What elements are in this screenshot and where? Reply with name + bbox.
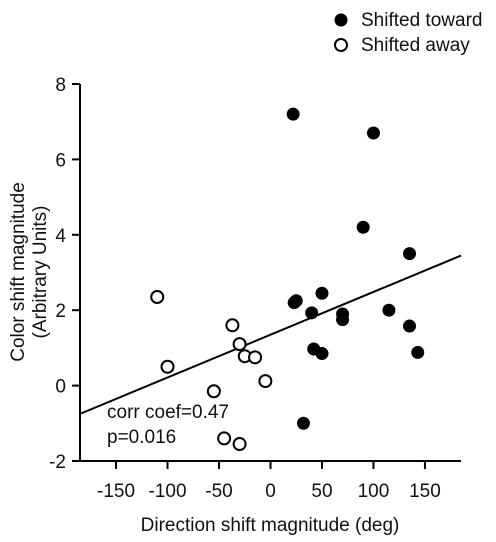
legend: Shifted toward Shifted away bbox=[334, 10, 482, 56]
x-tick-label: 50 bbox=[311, 481, 332, 502]
y-axis-subtitle: (Arbitrary Units) bbox=[30, 205, 51, 338]
data-point-shifted-away bbox=[225, 318, 240, 333]
data-point-shifted-toward bbox=[286, 107, 300, 121]
data-point-shifted-away bbox=[206, 384, 221, 399]
data-point-shifted-toward bbox=[403, 247, 417, 261]
data-point-shifted-away bbox=[217, 431, 232, 446]
legend-marker-shifted-away bbox=[334, 38, 348, 52]
x-axis-title: Direction shift magnitude (deg) bbox=[141, 515, 400, 536]
x-tick-label: -150 bbox=[97, 481, 135, 502]
x-tick-label: -100 bbox=[149, 481, 187, 502]
x-tick-label: 100 bbox=[358, 481, 390, 502]
data-point-shifted-toward bbox=[315, 286, 329, 300]
data-point-shifted-toward bbox=[411, 345, 425, 359]
x-ticks: -150 -100 -50 0 50 100 150 bbox=[97, 461, 441, 502]
data-point-shifted-away bbox=[248, 350, 263, 365]
legend-label-shifted-toward: Shifted toward bbox=[361, 10, 482, 31]
data-point-shifted-toward bbox=[315, 347, 329, 361]
regression-line bbox=[79, 254, 462, 415]
y-tick-label: -2 bbox=[49, 452, 66, 473]
y-tick-label: 0 bbox=[55, 377, 66, 398]
x-tick-label: -50 bbox=[205, 481, 232, 502]
data-point-shifted-toward bbox=[366, 126, 380, 140]
y-tick-label: 2 bbox=[55, 301, 66, 322]
y-axis-title: Color shift magnitude bbox=[8, 182, 29, 362]
y-tick-label: 6 bbox=[55, 150, 66, 171]
data-point-shifted-toward bbox=[305, 306, 319, 320]
y-tick-label: 8 bbox=[55, 75, 66, 96]
x-tick-label: 0 bbox=[265, 481, 276, 502]
legend-marker-shifted-toward bbox=[334, 13, 348, 27]
data-point-shifted-toward bbox=[382, 303, 396, 317]
y-ticks: -2 0 2 4 6 8 bbox=[49, 75, 80, 473]
corr-coef-annotation: corr coef=0.47 bbox=[107, 402, 229, 423]
data-point-shifted-toward bbox=[289, 294, 303, 308]
data-point-shifted-toward bbox=[336, 313, 350, 327]
p-value-annotation: p=0.016 bbox=[107, 427, 176, 448]
data-point-shifted-toward bbox=[403, 319, 417, 333]
y-tick-label: 4 bbox=[55, 226, 66, 247]
data-point-shifted-away bbox=[160, 359, 175, 374]
data-points bbox=[150, 107, 425, 452]
data-point-shifted-toward bbox=[356, 220, 370, 234]
data-point-shifted-away bbox=[232, 437, 247, 452]
data-point-shifted-away bbox=[258, 374, 273, 389]
data-point-shifted-toward bbox=[296, 416, 310, 430]
x-tick-label: 150 bbox=[409, 481, 441, 502]
data-point-shifted-away bbox=[150, 290, 165, 305]
data-point-shifted-away bbox=[232, 337, 247, 352]
legend-label-shifted-away: Shifted away bbox=[361, 35, 470, 56]
